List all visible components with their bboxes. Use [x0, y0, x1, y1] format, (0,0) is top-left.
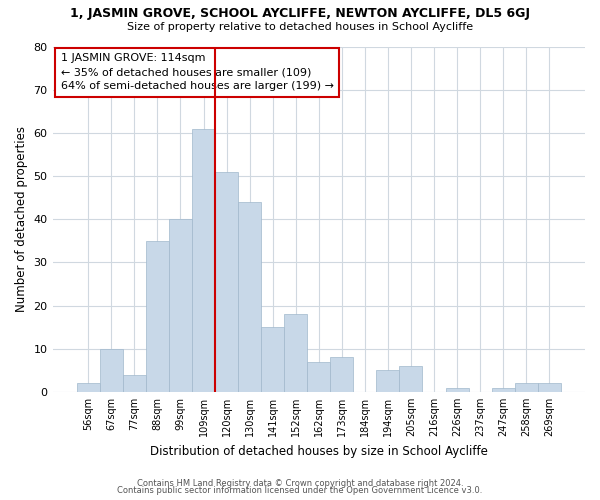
- Bar: [123, 374, 146, 392]
- Text: 1, JASMIN GROVE, SCHOOL AYCLIFFE, NEWTON AYCLIFFE, DL5 6GJ: 1, JASMIN GROVE, SCHOOL AYCLIFFE, NEWTON…: [70, 8, 530, 20]
- Bar: [376, 370, 400, 392]
- Bar: [307, 362, 330, 392]
- Bar: [515, 384, 538, 392]
- X-axis label: Distribution of detached houses by size in School Aycliffe: Distribution of detached houses by size …: [150, 444, 488, 458]
- Bar: [146, 241, 169, 392]
- Bar: [446, 388, 469, 392]
- Text: Contains HM Land Registry data © Crown copyright and database right 2024.: Contains HM Land Registry data © Crown c…: [137, 478, 463, 488]
- Bar: [238, 202, 261, 392]
- Bar: [330, 358, 353, 392]
- Y-axis label: Number of detached properties: Number of detached properties: [15, 126, 28, 312]
- Bar: [284, 314, 307, 392]
- Bar: [100, 349, 123, 392]
- Text: Contains public sector information licensed under the Open Government Licence v3: Contains public sector information licen…: [118, 486, 482, 495]
- Text: 1 JASMIN GROVE: 114sqm
← 35% of detached houses are smaller (109)
64% of semi-de: 1 JASMIN GROVE: 114sqm ← 35% of detached…: [61, 54, 334, 92]
- Bar: [192, 128, 215, 392]
- Bar: [491, 388, 515, 392]
- Bar: [77, 384, 100, 392]
- Bar: [215, 172, 238, 392]
- Bar: [169, 219, 192, 392]
- Text: Size of property relative to detached houses in School Aycliffe: Size of property relative to detached ho…: [127, 22, 473, 32]
- Bar: [400, 366, 422, 392]
- Bar: [538, 384, 561, 392]
- Bar: [261, 327, 284, 392]
